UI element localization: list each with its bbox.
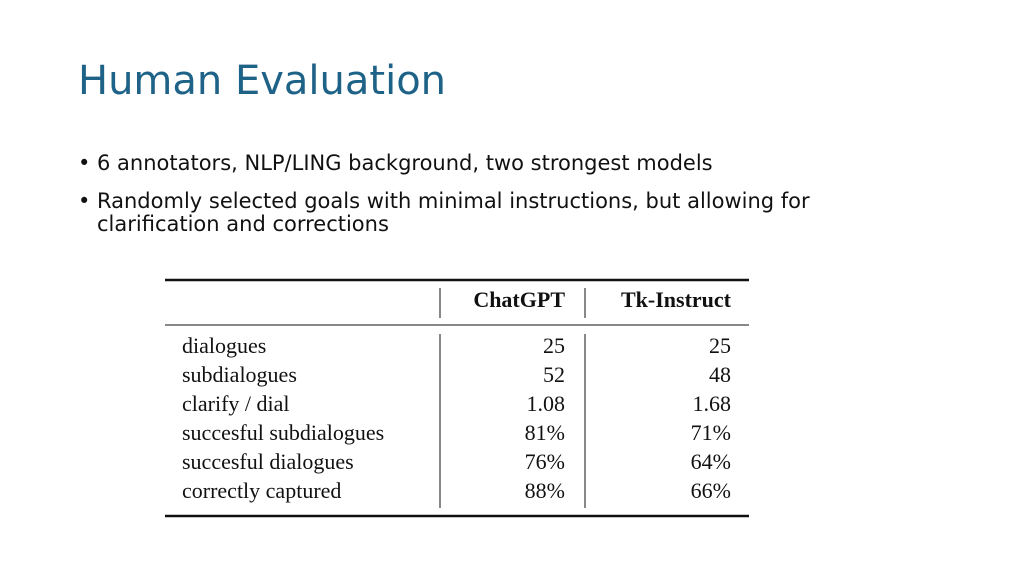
cell-value: 25 [543, 333, 565, 358]
cell-value: 71% [691, 420, 731, 445]
cell-value: 76% [525, 449, 565, 474]
cell-value: 48 [709, 362, 731, 387]
row-label: subdialogues [182, 362, 297, 387]
column-header: Tk-Instruct [621, 287, 732, 312]
row-label: succesful subdialogues [182, 420, 384, 445]
row-label: correctly captured [182, 478, 341, 503]
cell-value: 1.08 [527, 391, 566, 416]
row-label: succesful dialogues [182, 449, 354, 474]
cell-value: 81% [525, 420, 565, 445]
cell-value: 66% [691, 478, 731, 503]
slide-title: Human Evaluation [78, 58, 447, 104]
cell-value: 25 [709, 333, 731, 358]
bullet-list: 6 annotators, NLP/LING background, two s… [78, 152, 918, 251]
cell-value: 52 [543, 362, 565, 387]
row-label: dialogues [182, 333, 266, 358]
bullet: Randomly selected goals with minimal ins… [78, 190, 918, 236]
cell-value: 64% [691, 449, 731, 474]
bullet: 6 annotators, NLP/LING background, two s… [78, 152, 918, 176]
cell-value: 88% [525, 478, 565, 503]
column-header: ChatGPT [473, 287, 565, 312]
row-label: clarify / dial [182, 391, 290, 416]
cell-value: 1.68 [693, 391, 732, 416]
